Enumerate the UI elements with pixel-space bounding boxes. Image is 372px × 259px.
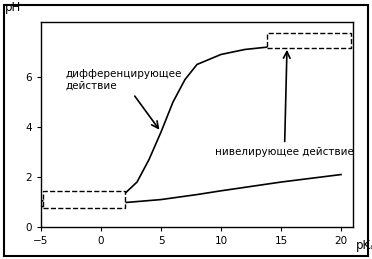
Text: нивелирующее действие: нивелирующее действие <box>215 52 354 157</box>
X-axis label: pKₐ: pKₐ <box>356 239 372 253</box>
Bar <box>44 191 125 207</box>
Text: дифференцирующее
действие: дифференцирующее действие <box>65 69 182 128</box>
Bar <box>267 33 351 48</box>
Y-axis label: pH: pH <box>5 1 21 14</box>
